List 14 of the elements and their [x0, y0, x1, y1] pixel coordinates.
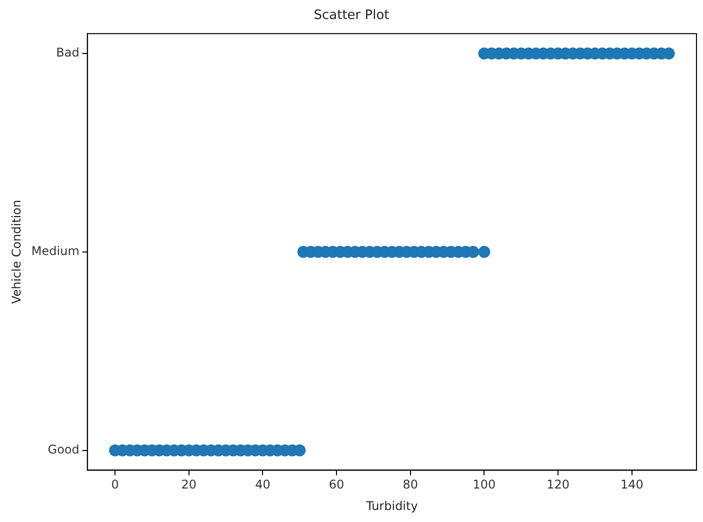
- x-tick-label: 40: [255, 478, 270, 492]
- y-tick-label: Bad: [56, 46, 80, 60]
- x-tick-label: 120: [546, 478, 570, 492]
- x-tick-label: 100: [472, 478, 496, 492]
- x-tick-label: 0: [111, 478, 119, 492]
- y-tick-label: Good: [48, 442, 80, 456]
- x-tick-label: 20: [181, 478, 197, 492]
- y-tick-label: Medium: [31, 244, 80, 258]
- x-tick-label: 140: [620, 478, 644, 492]
- chart-title: Scatter Plot: [314, 8, 390, 24]
- x-axis-title: Turbidity: [365, 498, 418, 513]
- x-tick-label: 60: [328, 478, 344, 492]
- x-tick-label: 80: [402, 478, 418, 492]
- y-axis-title: Vehicle Condition: [9, 200, 24, 304]
